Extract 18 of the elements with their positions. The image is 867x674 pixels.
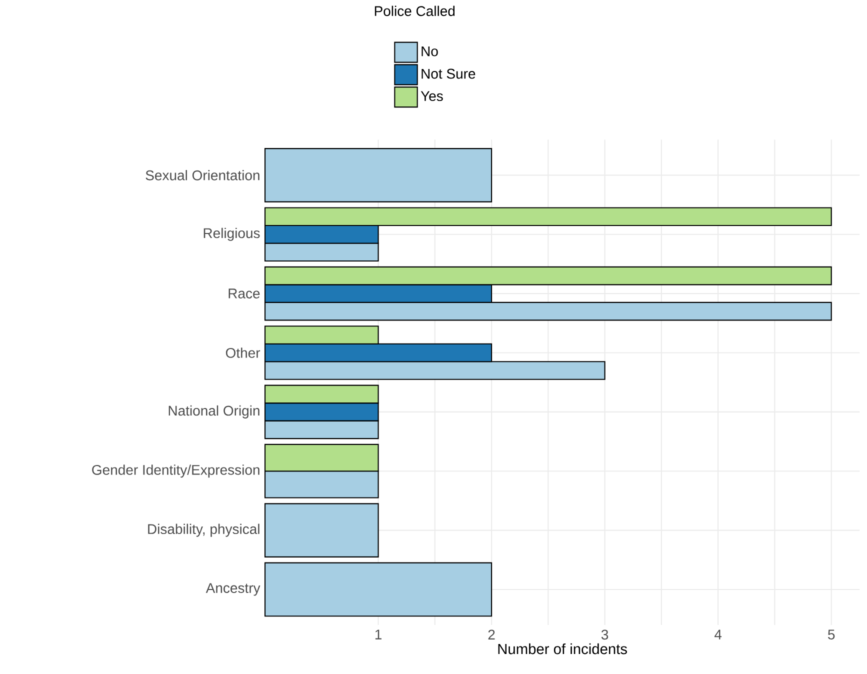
y-tick-label: Ancestry — [206, 583, 260, 596]
y-tick-label: Religious — [204, 228, 260, 241]
legend-title: Police Called — [374, 6, 455, 16]
x-tick-label: 3 — [601, 630, 608, 640]
y-tick-label: Race — [228, 288, 260, 298]
legend-label: Yes — [420, 91, 443, 102]
y-tick-label: Other — [226, 348, 260, 358]
x-tick-label: 2 — [488, 630, 495, 640]
legend-label: No — [422, 46, 438, 56]
x-axis-title: Number of incidents — [498, 643, 627, 654]
x-tick-label: 5 — [828, 630, 835, 640]
legend-label: Not Sure — [422, 68, 476, 79]
y-tick-label: Disability, physical — [148, 524, 260, 537]
y-tick-label: Gender Identity/Expression — [92, 464, 260, 478]
x-tick-label: 1 — [375, 630, 382, 640]
y-tick-label: Sexual Orientation — [146, 170, 260, 180]
x-tick-label: 4 — [714, 630, 722, 640]
y-tick-label: National Origin — [168, 405, 260, 418]
